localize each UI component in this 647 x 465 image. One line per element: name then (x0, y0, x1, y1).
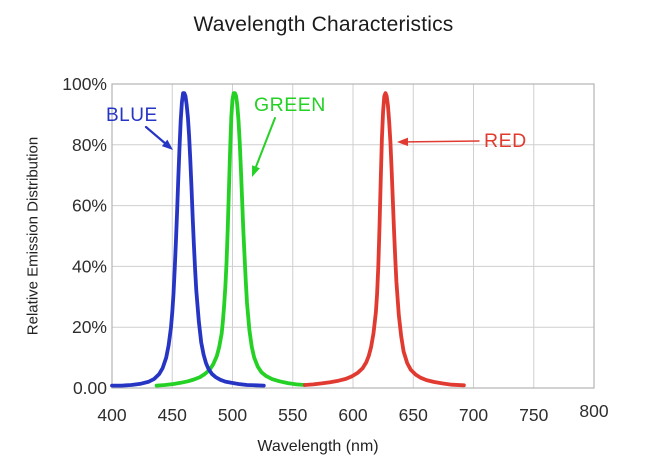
x-tick-label: 500 (218, 405, 247, 425)
annotation-label-green: GREEN (254, 94, 326, 116)
y-tick-label: 60% (72, 196, 107, 216)
x-tick-label: 600 (338, 405, 367, 425)
annotation-arrow-line-green (254, 117, 276, 168)
x-tick-label: 800 (579, 401, 608, 421)
x-tick-label: 650 (399, 405, 428, 425)
annotation-arrowhead-green (252, 165, 260, 177)
chart-title: Wavelength Characteristics (193, 13, 454, 36)
annotation-arrowhead-blue (161, 139, 173, 150)
x-tick-label: 700 (459, 405, 488, 425)
series-curve-blue (110, 91, 266, 388)
series-curve-green (154, 91, 307, 388)
annotation-label-blue: BLUE (106, 105, 158, 126)
annotation-arrow-line-red (407, 140, 480, 143)
annotation-arrowhead-red (397, 137, 409, 147)
y-tick-label: 80% (72, 135, 107, 155)
y-tick-label: 100% (62, 74, 107, 94)
x-tick-label: 400 (97, 405, 126, 425)
series-curve-red (302, 91, 466, 388)
x-tick-label: 450 (158, 405, 187, 425)
y-tick-label: 20% (72, 317, 107, 337)
annotation-arrow-line-blue (144, 125, 166, 144)
x-tick-label: 550 (278, 405, 307, 425)
y-tick-label: 0.00 (73, 378, 107, 398)
x-axis-title: Wavelength (nm) (257, 438, 379, 455)
x-tick-label: 750 (519, 405, 548, 425)
y-tick-label: 40% (72, 256, 107, 276)
annotation-label-red: RED (484, 130, 527, 152)
plot-frame (111, 83, 595, 389)
